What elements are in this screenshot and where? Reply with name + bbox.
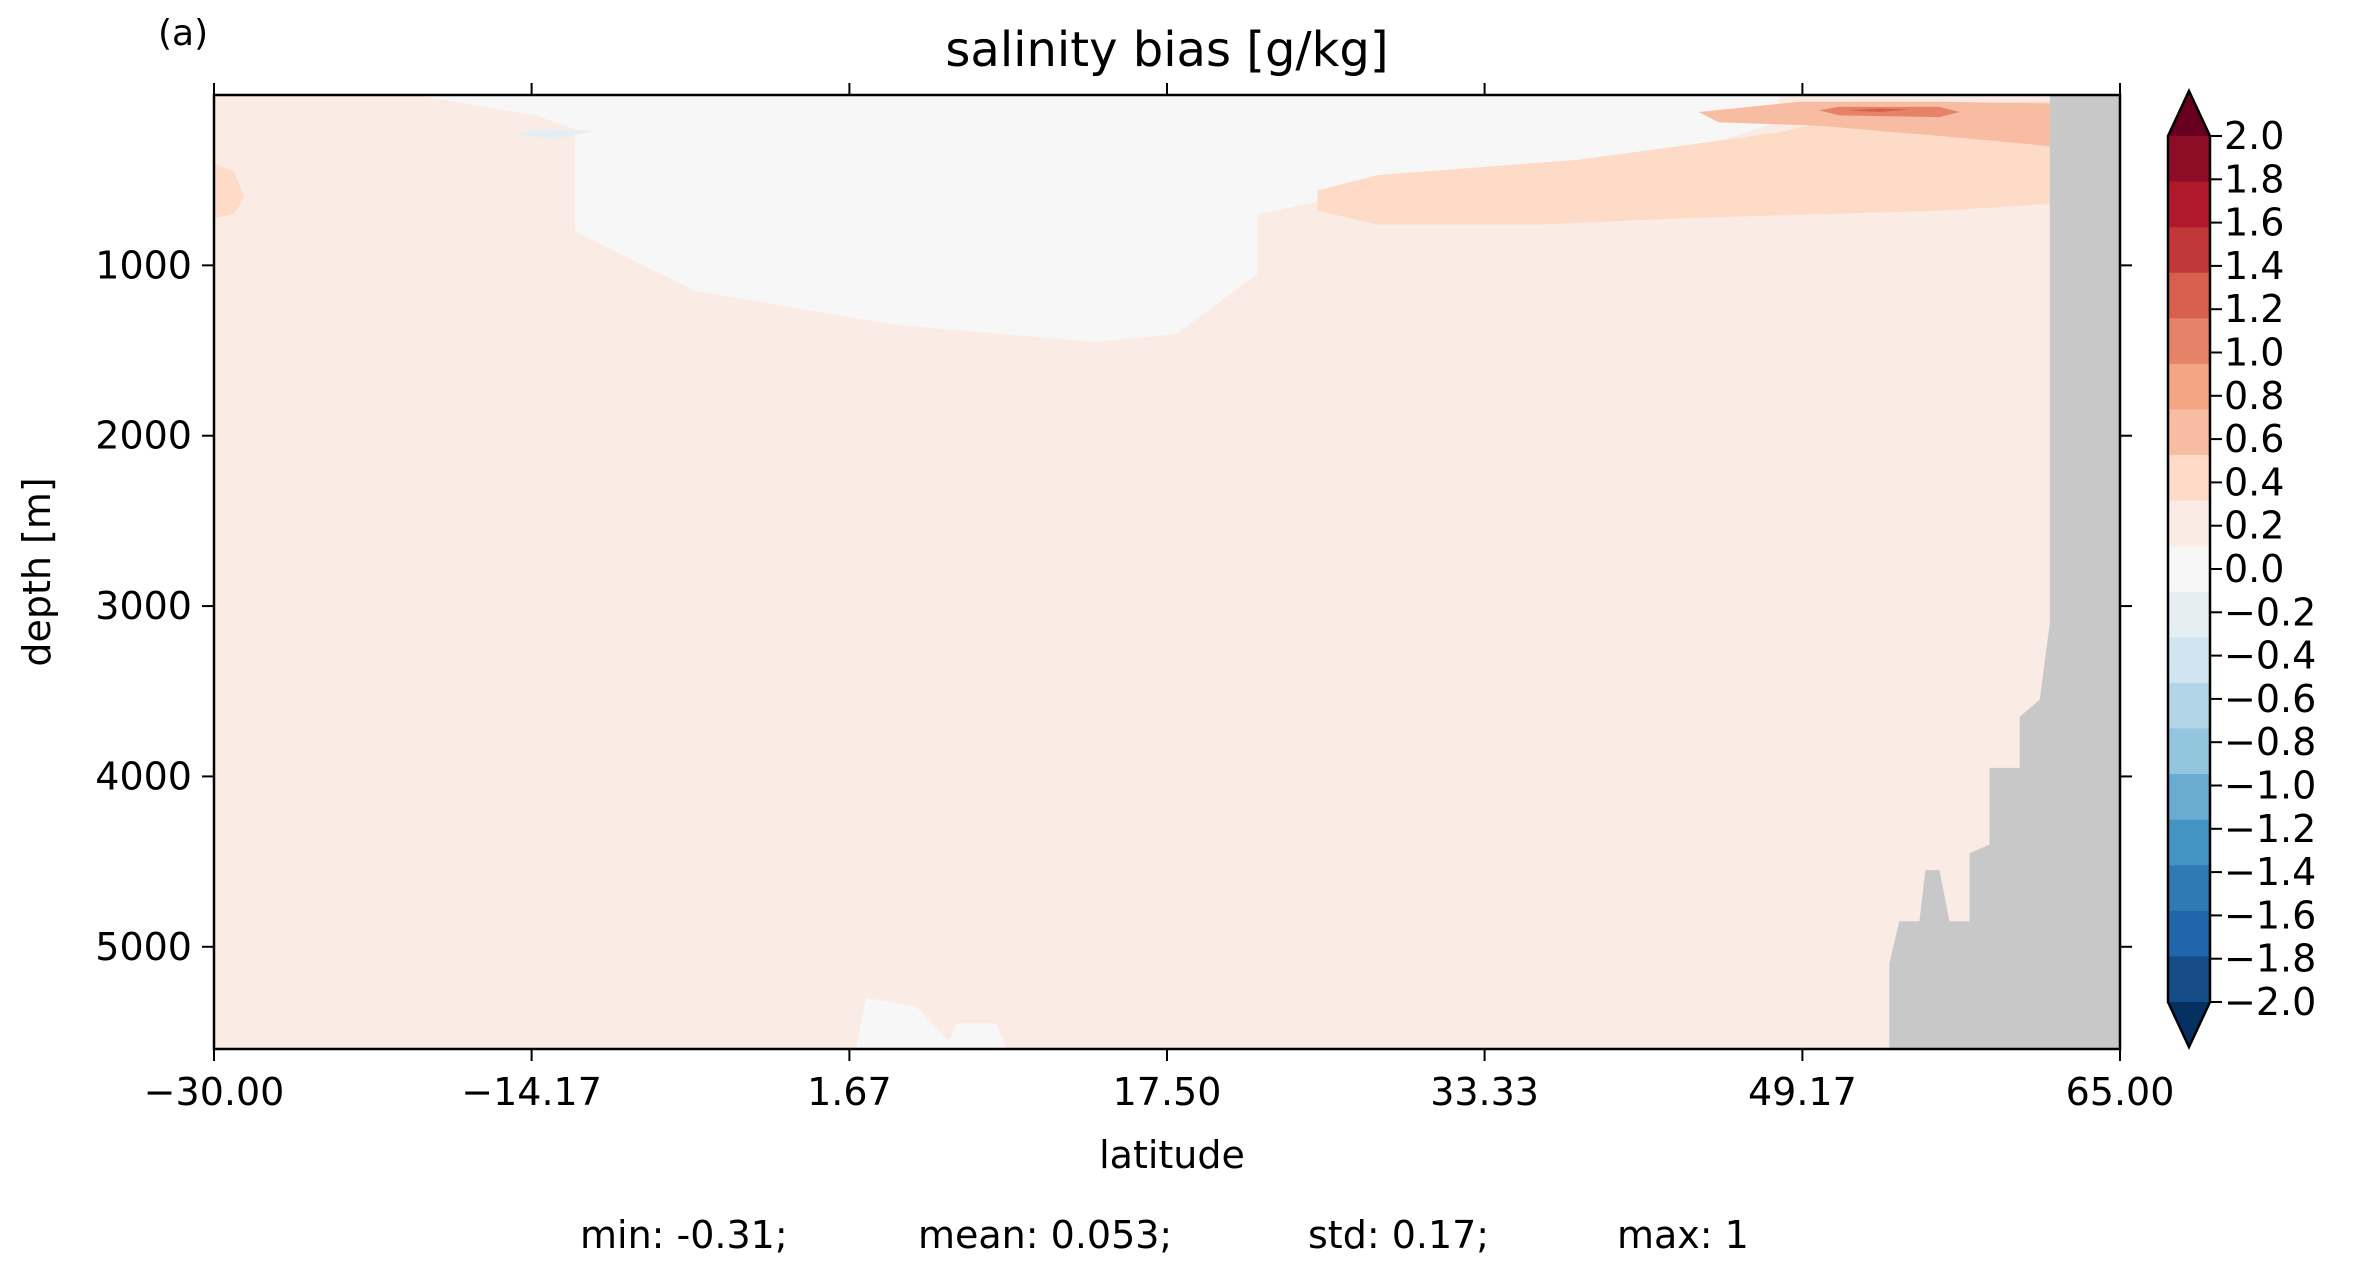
stat-std: std: 0.17;: [1308, 1213, 1489, 1257]
y-tick-label: 5000: [95, 925, 192, 969]
contour-region: [856, 997, 957, 1049]
contour-region: [214, 163, 245, 218]
colorbar-tick-label: −1.8: [2224, 937, 2316, 981]
stat-max: max: 1: [1617, 1213, 1749, 1257]
colorbar-tick-label: 0.8: [2224, 374, 2284, 418]
colorbar-tick-label: 1.0: [2224, 331, 2284, 375]
y-axis-label: depth [m]: [15, 477, 59, 666]
contour-region: [214, 95, 1779, 342]
x-tick-label: −14.17: [461, 1070, 602, 1114]
colorbar-extend-top: [2168, 91, 2210, 136]
x-tick-label: 17.50: [1113, 1070, 1222, 1114]
contour-region: [1317, 101, 2050, 225]
colorbar-tick-label: 1.8: [2224, 157, 2284, 201]
colorbar-band: [2168, 409, 2210, 456]
y-tick-label: 3000: [95, 584, 192, 628]
colorbar-tick-label: 1.6: [2224, 201, 2284, 245]
colorbar-tick-label: −0.4: [2224, 634, 2316, 678]
stat-mean: mean: 0.053;: [918, 1213, 1172, 1257]
colorbar-band: [2168, 819, 2210, 866]
colorbar-band: [2168, 591, 2210, 638]
colorbar-tick-label: 1.4: [2224, 244, 2284, 288]
colorbar-band: [2168, 500, 2210, 547]
colorbar-tick-label: −0.6: [2224, 677, 2316, 721]
colorbar-tick-label: −1.6: [2224, 893, 2316, 937]
colorbar-extend-bottom: [2168, 1002, 2210, 1047]
colorbar-tick-label: 0.2: [2224, 504, 2284, 548]
colorbar-tick-label: 0.6: [2224, 417, 2284, 461]
y-axis: 1000 2000 3000 4000 5000: [95, 243, 2132, 969]
colorbar-tick-label: −1.4: [2224, 850, 2316, 894]
panel-label: (a): [158, 13, 208, 54]
colorbar: 2.01.81.61.41.21.00.80.60.40.20.0−0.2−0.…: [2166, 88, 2316, 1050]
colorbar-band: [2168, 318, 2210, 365]
contour-region: [1849, 108, 1910, 112]
colorbar-band: [2168, 910, 2210, 958]
colorbar-tick-label: 0.4: [2224, 460, 2284, 504]
colorbar-band: [2168, 136, 2210, 183]
colorbar-band: [2168, 728, 2210, 775]
x-tick-label: 65.00: [2066, 1070, 2175, 1114]
colorbar-band: [2168, 546, 2210, 593]
colorbar-tick-label: −2.0: [2224, 980, 2316, 1024]
colorbar-band: [2168, 272, 2210, 319]
y-tick-label: 2000: [95, 414, 192, 458]
colorbar-band: [2168, 227, 2210, 274]
stat-min: min: -0.31;: [580, 1213, 788, 1257]
colorbar-tick-label: −0.8: [2224, 720, 2316, 764]
heatmap-plot-area: [214, 95, 2120, 1049]
colorbar-band: [2168, 682, 2210, 730]
x-axis: −30.00 −14.17 1.67 17.50 33.33 49.17 65.00: [144, 83, 2175, 1114]
land-mask: [1889, 95, 2120, 1049]
contour-region: [1819, 106, 1960, 118]
colorbar-tick-label: −1.2: [2224, 807, 2316, 851]
colorbar-tick-label: 1.2: [2224, 287, 2284, 331]
colorbar-tick-label: −1.0: [2224, 764, 2316, 808]
contour-region: [946, 1023, 1007, 1049]
statistics-line: min: -0.31; mean: 0.053; std: 0.17; max:…: [580, 1213, 1749, 1257]
colorbar-band: [2168, 774, 2210, 821]
colorbar-band: [2168, 455, 2210, 502]
colorbar-band: [2168, 363, 2210, 411]
colorbar-band: [2168, 956, 2210, 1003]
colorbar-band: [2168, 637, 2210, 684]
y-tick-label: 4000: [95, 754, 192, 798]
contour-region: [1698, 101, 2050, 147]
colorbar-tick-label: 0.0: [2224, 547, 2284, 591]
x-tick-label: 49.17: [1748, 1070, 1857, 1114]
colorbar-band: [2168, 865, 2210, 912]
chart-title: salinity bias [g/kg]: [945, 22, 1388, 78]
colorbar-tick-label: 2.0: [2224, 114, 2284, 158]
y-tick-label: 1000: [95, 243, 192, 287]
colorbar-tick-label: −0.2: [2224, 590, 2316, 634]
contour-region: [514, 129, 596, 140]
x-axis-label: latitude: [1099, 1133, 1245, 1177]
x-tick-label: −30.00: [144, 1070, 285, 1114]
x-tick-label: 1.67: [807, 1070, 892, 1114]
x-tick-label: 33.33: [1430, 1070, 1539, 1114]
colorbar-band: [2168, 181, 2210, 228]
